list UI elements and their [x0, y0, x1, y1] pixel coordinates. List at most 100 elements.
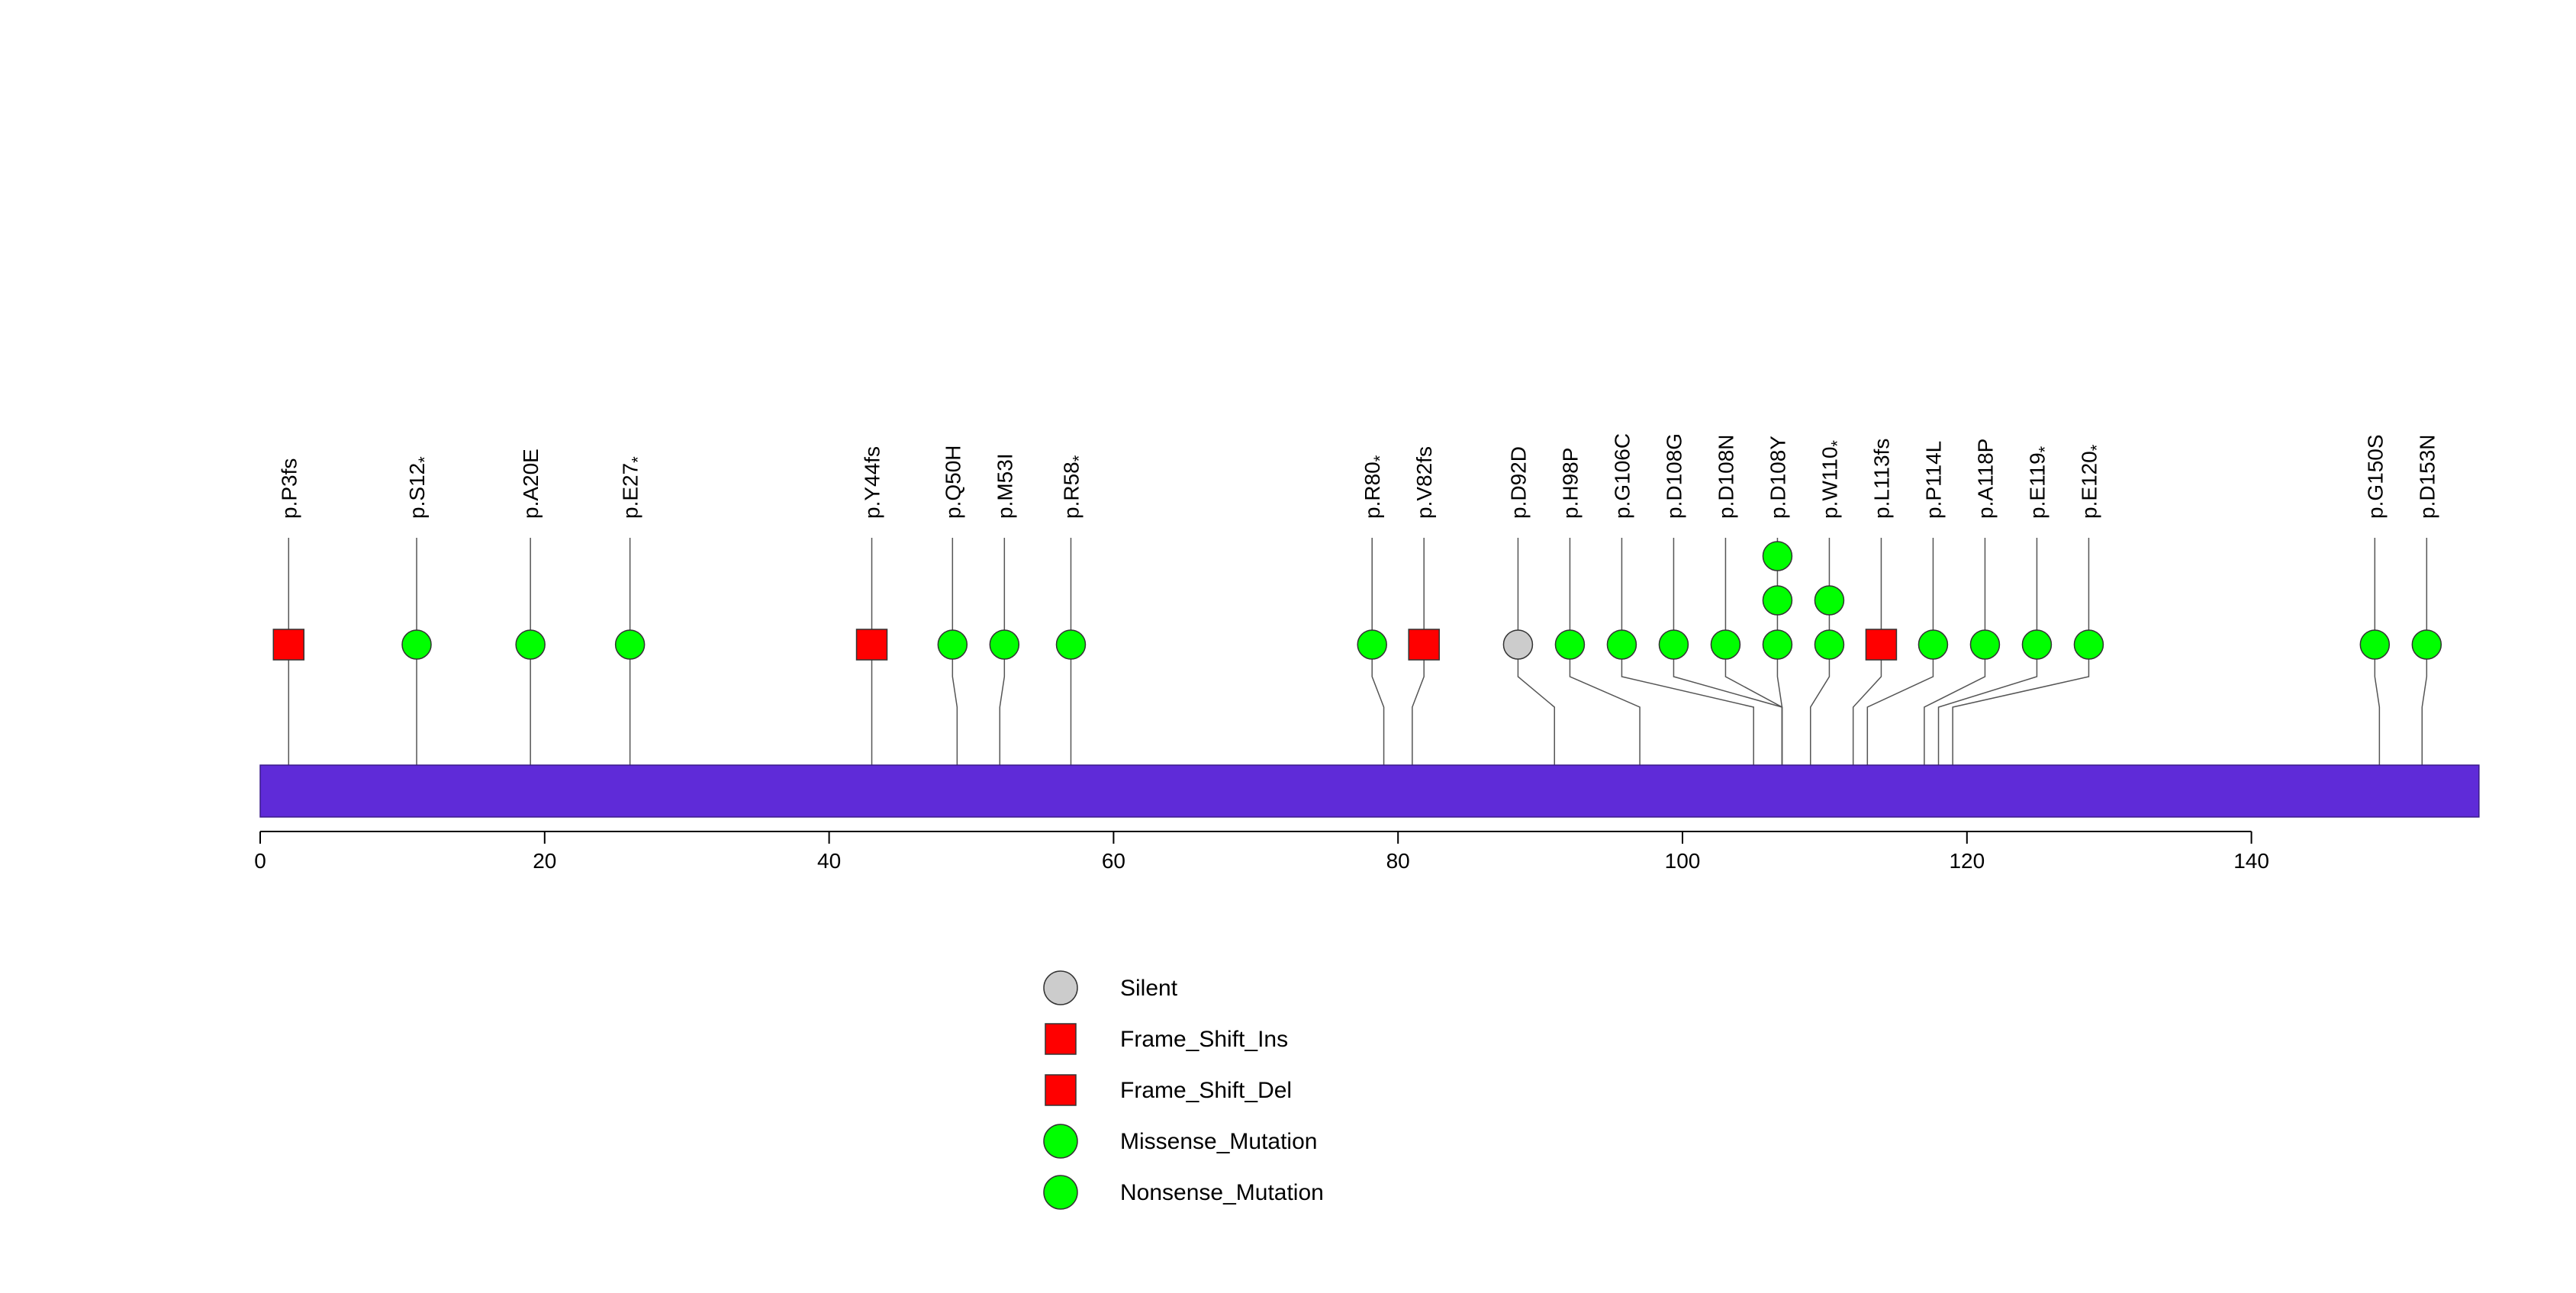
legend-label: Missense_Mutation	[1120, 1129, 1317, 1154]
mutation-label: p.L113fs	[1869, 439, 1893, 519]
nonsense-asterisk: *	[2035, 445, 2054, 452]
mutation-marker-circle	[1762, 585, 1793, 616]
mutation-label-group: p.S12*	[405, 456, 434, 519]
mutation-label-group: p.D108N	[1714, 434, 1737, 519]
x-axis: 0 20 40 60 80 100 120 140	[254, 831, 2269, 873]
connector-line	[1952, 538, 2090, 809]
mutation-label: p.A118P	[1973, 439, 1997, 519]
mutation-label: p.M53I	[993, 453, 1016, 519]
mutation-marker-circle	[989, 629, 1020, 660]
connector-line	[1517, 538, 1555, 809]
mutation-label-group: p.L113fs	[1869, 439, 1893, 519]
connector-line	[1852, 538, 1882, 809]
mutation-marker-circle	[515, 629, 546, 660]
mutation-label-group: p.Y44fs	[861, 446, 884, 519]
mutation-marker-square	[1865, 629, 1898, 661]
x-tick-label: 0	[254, 849, 266, 873]
mutation-label-group: p.E119*	[2025, 445, 2054, 519]
mutation-label: p.Q50H	[941, 445, 964, 519]
mutation-label-group: p.D92D	[1506, 446, 1530, 519]
protein-bar	[259, 764, 2480, 818]
mutation-marker-circle	[1658, 629, 1689, 660]
mutation-label-group: p.A118P	[1973, 439, 1997, 519]
mutation-label: p.H98P	[1558, 448, 1582, 519]
mutation-labels: p.P3fs p.S12* p.A20E p.E27* p.Y44fs p.Q50H p.M…	[277, 433, 2439, 519]
mutation-label-group: p.R80*	[1360, 455, 1389, 519]
mutation-marker-circle	[1814, 585, 1845, 616]
mutation-label: p.R80*	[1360, 455, 1389, 519]
mutation-label: p.W110*	[1818, 440, 1847, 519]
mutation-label: p.P114L	[1921, 441, 1945, 519]
mutation-marker-circle	[2359, 629, 2391, 660]
mutation-marker-square	[855, 629, 888, 661]
legend-label: Frame_Shift_Ins	[1120, 1027, 1288, 1052]
connector-line	[1621, 538, 1754, 809]
mutation-marker-circle	[1918, 629, 1949, 660]
connector-line	[2374, 538, 2381, 809]
nonsense-asterisk: *	[1370, 455, 1389, 462]
legend-swatch-circle	[1043, 1124, 1078, 1159]
mutation-marker-circle	[1969, 629, 2001, 660]
connector-line	[999, 538, 1006, 809]
mutation-label: p.D153N	[2415, 434, 2439, 519]
mutation-label-group: p.W110*	[1818, 440, 1847, 519]
legend-label: Silent	[1120, 976, 1178, 1001]
x-tick-label: 100	[1665, 849, 1701, 873]
mutation-label-group: p.E120*	[2077, 444, 2106, 519]
connector-line	[1371, 538, 1385, 809]
mutation-label-group: p.D153N	[2415, 434, 2439, 519]
mutation-marker-circle	[937, 629, 968, 660]
mutation-label: p.G106C	[1610, 433, 1634, 519]
connector-lines	[288, 538, 2428, 809]
legend-swatch-square	[1045, 1023, 1077, 1055]
mutation-marker-circle	[1710, 629, 1741, 660]
connector-line	[2421, 538, 2428, 809]
mutation-marker-circle	[1762, 629, 1793, 660]
mutation-marker-circle	[401, 629, 432, 660]
x-tick-label: 40	[817, 849, 841, 873]
mutation-marker-circle	[2073, 629, 2104, 660]
mutation-label: p.A20E	[519, 449, 543, 519]
mutation-marker-square	[272, 629, 305, 661]
mutation-marker-circle	[1502, 629, 1534, 660]
mutation-label: p.R58*	[1059, 455, 1088, 519]
mutation-label: p.E27*	[619, 456, 648, 519]
nonsense-asterisk: *	[1069, 455, 1088, 462]
connector-line	[1569, 538, 1641, 809]
x-tick-label: 80	[1386, 849, 1410, 873]
mutation-label-group: p.P3fs	[277, 458, 301, 519]
mutation-marker-circle	[1357, 629, 1387, 660]
mutation-marker-circle	[1762, 541, 1793, 571]
legend-swatch-circle	[1043, 970, 1078, 1005]
mutation-markers	[272, 541, 2442, 661]
legend-swatch-circle	[1043, 1175, 1078, 1210]
mutation-label: p.D108N	[1714, 434, 1737, 519]
mutation-label-group: p.G150S	[2363, 434, 2387, 519]
mutation-marker-square	[1408, 629, 1440, 661]
mutation-label-group: p.D108Y	[1766, 436, 1789, 519]
x-tick-label: 140	[2233, 849, 2269, 873]
mutation-label-group: p.H98P	[1558, 448, 1582, 519]
mutation-marker-circle	[614, 629, 646, 660]
connector-line	[1937, 538, 2038, 809]
legend: Silent Frame_Shift_Ins Frame_Shift_Del Miss…	[1043, 970, 1324, 1210]
nonsense-asterisk: *	[415, 456, 434, 463]
connector-line	[952, 538, 958, 809]
mutation-label-group: p.Q50H	[941, 445, 964, 519]
nonsense-asterisk: *	[2087, 444, 2106, 451]
mutation-label-group: p.V82fs	[1412, 446, 1436, 519]
mutation-marker-circle	[2411, 629, 2442, 660]
legend-label: Nonsense_Mutation	[1120, 1180, 1324, 1205]
connector-line	[1924, 538, 1986, 809]
mutation-label-group: p.G106C	[1610, 433, 1634, 519]
mutation-label: p.E120*	[2077, 444, 2106, 519]
legend-swatch-square	[1045, 1074, 1077, 1106]
mutation-label: p.E119*	[2025, 445, 2054, 519]
mutation-label-group: p.A20E	[519, 449, 543, 519]
mutation-label-group: p.D108G	[1662, 433, 1686, 519]
legend-label: Frame_Shift_Del	[1120, 1078, 1292, 1103]
mutation-marker-circle	[1055, 629, 1087, 660]
nonsense-asterisk: *	[1827, 440, 1847, 447]
mutation-marker-circle	[1814, 629, 1845, 660]
